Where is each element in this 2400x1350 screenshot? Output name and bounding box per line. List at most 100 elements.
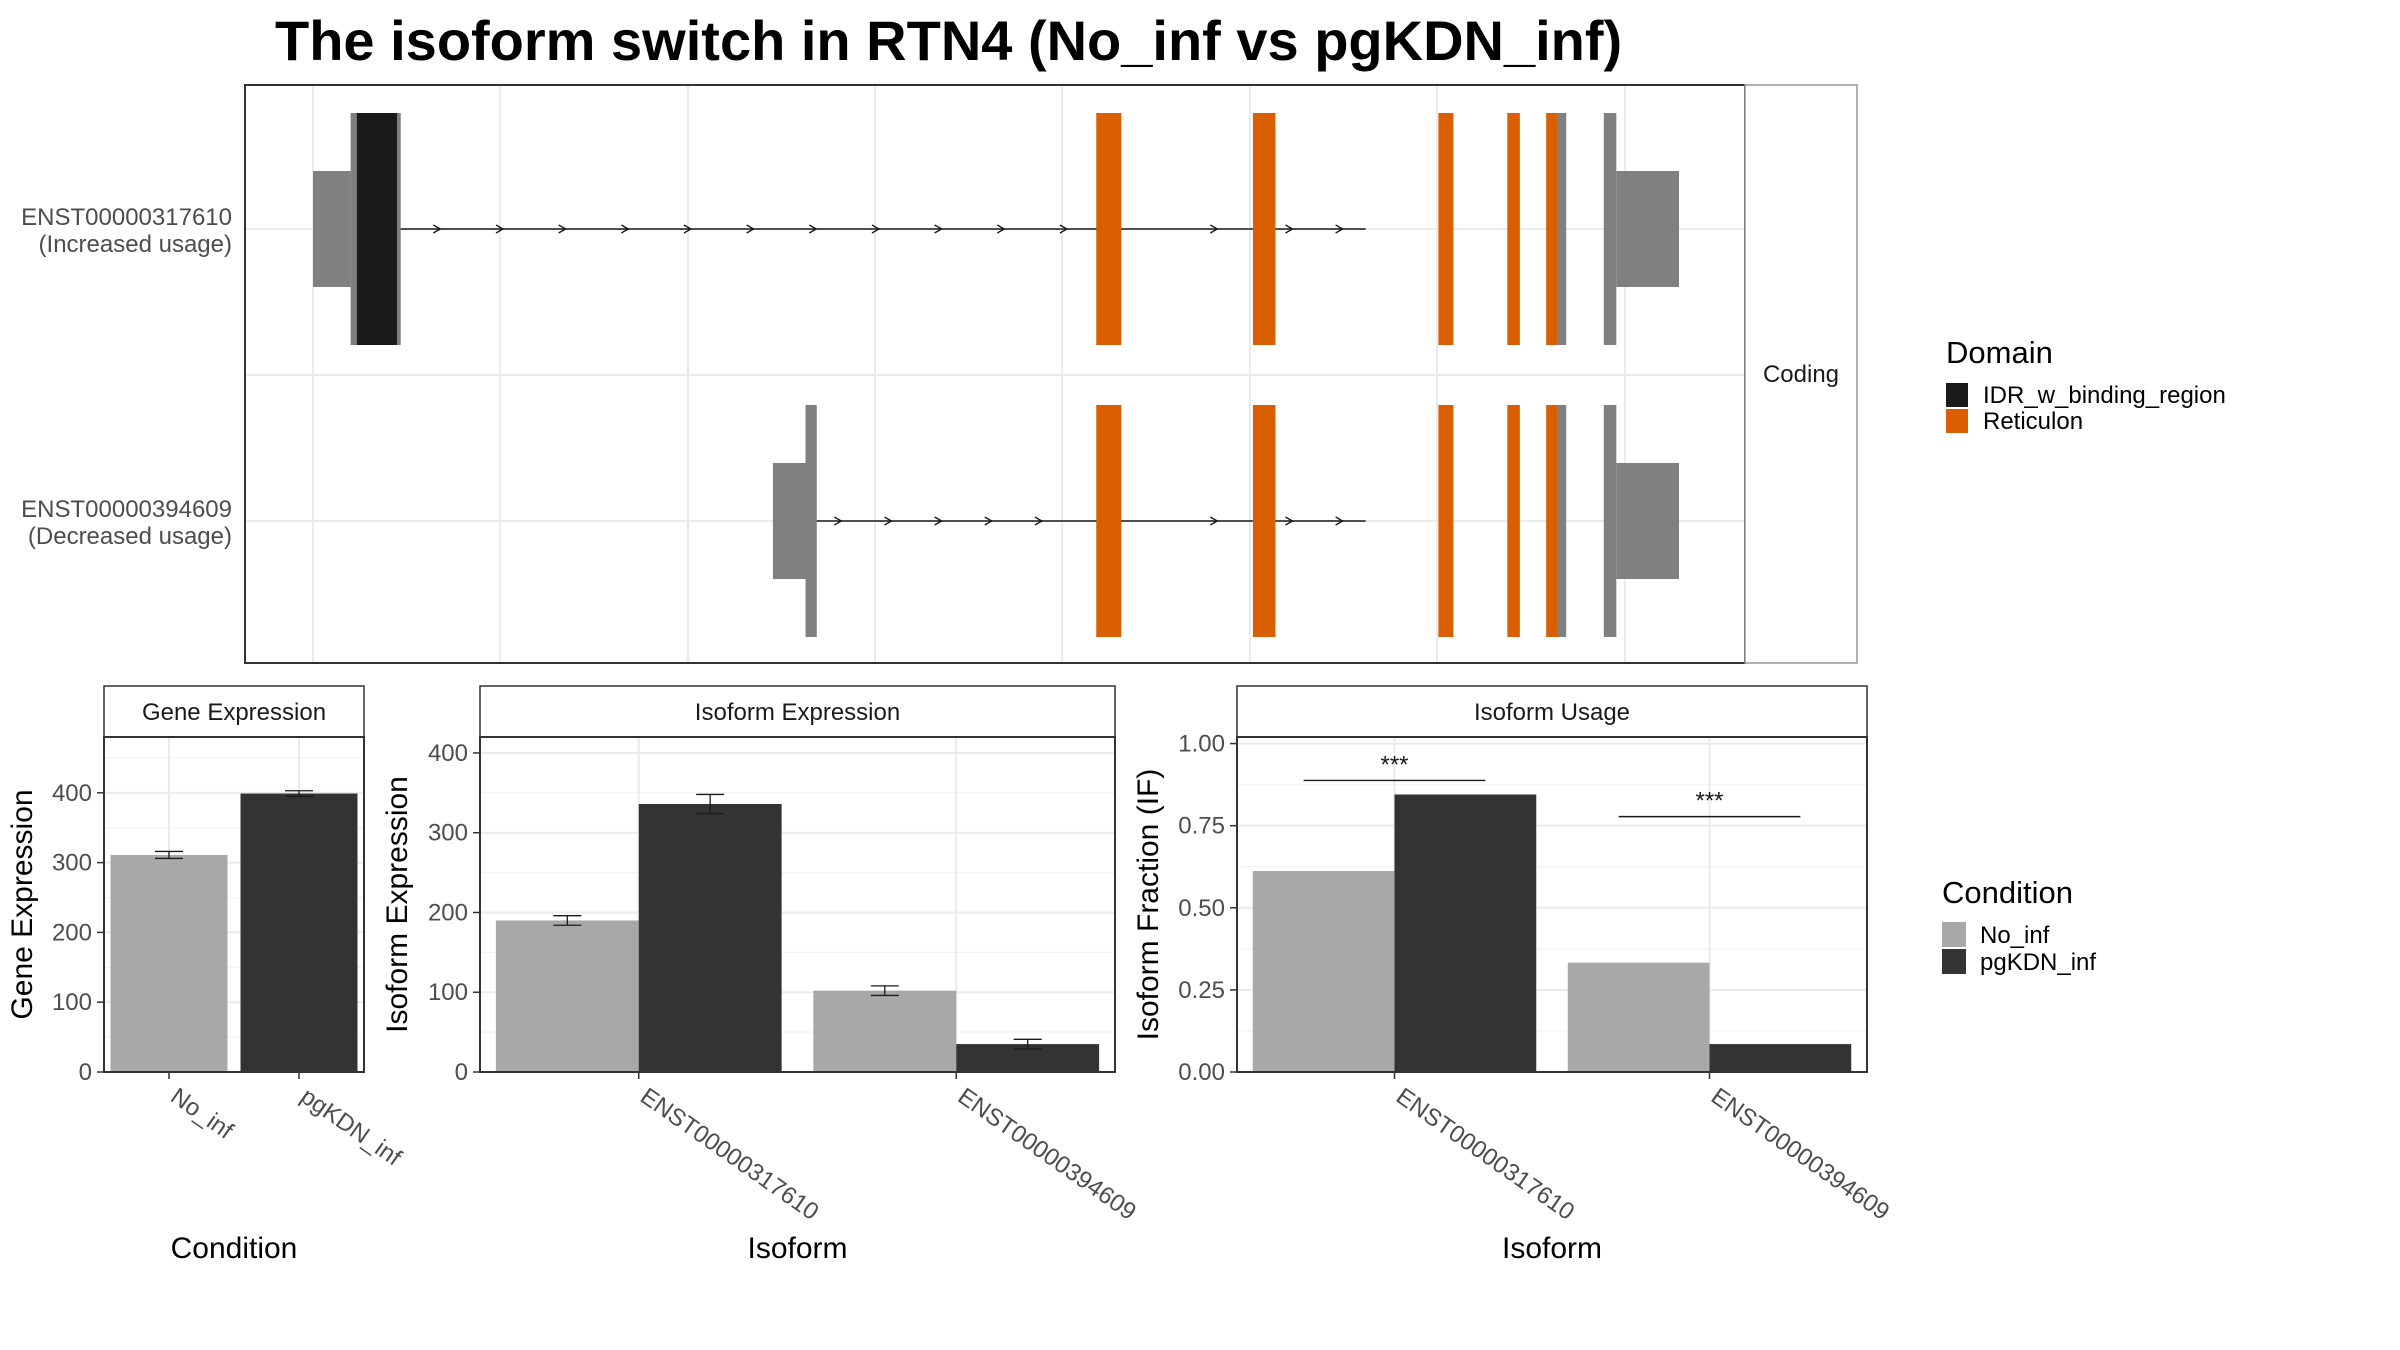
legend-label: IDR_w_binding_region [1983,382,2226,409]
error-bar [285,790,313,797]
utr-exon [313,171,351,287]
transcript-ENST00000317610 [313,113,1679,345]
cds-exon [1603,405,1617,637]
reticulon-domain [1507,113,1520,345]
transcript-sublabel: (Decreased usage) [28,523,232,550]
bar [813,990,957,1072]
bar [110,854,228,1072]
transcript-label: ENST00000394609 [21,496,232,523]
strip-background [103,685,365,738]
legend-label: No_inf [1980,922,2050,949]
x-axis-title: Isoform [1502,1232,1602,1265]
cds-exon [1557,405,1567,637]
reticulon-domain [1546,405,1558,637]
utr-exon [772,463,806,579]
isoform-expression-panel: Isoform Expression 0 100 200 300 400 ENST00000… [381,685,1141,1265]
intron-arrow [620,224,630,234]
x-tick-label: ENST00000317610 [635,1083,823,1226]
transcript-structure-panel: ENST00000317610(Increased usage) ENST0000… [21,84,1858,664]
bar [495,920,639,1072]
transcript-sublabel: (Increased usage) [39,231,232,258]
x-axis-title: Condition [171,1232,298,1265]
panel-border [103,736,365,1073]
strip-background [479,685,1116,738]
intron-arrow [1059,224,1069,234]
legend-swatch [1942,922,1966,947]
y-tick-label: 400 [428,740,468,767]
strip-label: Coding [1763,361,1839,388]
panel-border [479,736,1116,1073]
intron-arrow [934,224,944,234]
y-axis-title: Gene Expression [6,789,39,1019]
intron-arrow [871,224,881,234]
error-bar [870,985,899,997]
y-tick-label: 0.00 [1178,1059,1225,1086]
x-tick-label: ENST00000394609 [953,1083,1141,1226]
utr-exon [1616,171,1679,287]
intron-arrow [746,224,756,234]
x-axis-title: Isoform [747,1232,847,1265]
x-tick-label: ENST00000317610 [1391,1083,1579,1226]
y-tick-label: 0.75 [1178,813,1225,840]
intron-arrow [558,224,568,234]
intron-arrow [884,516,893,526]
legend-label: Reticulon [1983,408,2083,435]
bar [1567,962,1710,1072]
reticulon-domain [1546,113,1558,345]
y-tick-label: 0.50 [1178,895,1225,922]
reticulon-domain [1252,113,1276,345]
intron-arrow [996,224,1006,234]
cds-exon [1603,113,1617,345]
x-tick-label: No_inf [166,1083,239,1145]
x-tick-label: pgKDN_inf [296,1083,407,1172]
intron-arrow [1285,516,1294,526]
bar [1252,871,1395,1072]
strip-background [1236,685,1868,738]
intron-arrow [1034,516,1044,526]
legend-swatch [1942,949,1966,974]
bar [240,793,358,1072]
strip-background [1744,84,1858,664]
strip-label: Isoform Expression [695,699,900,726]
reticulon-domain [1096,405,1122,637]
condition-legend-title: Condition [1942,875,2073,910]
y-tick-label: 400 [52,780,92,807]
intron-arrow [834,516,843,526]
y-tick-label: 200 [52,919,92,946]
strip-label: Gene Expression [142,699,326,726]
legend-label: pgKDN_inf [1980,949,2096,976]
intron-arrow [1209,516,1219,526]
y-tick-label: 100 [428,979,468,1006]
intron-arrow [432,224,442,234]
intron-arrow [808,224,818,234]
transcript-label: ENST00000317610 [21,204,232,231]
domain-legend-title: Domain [1946,335,2053,370]
intron-arrow [984,516,994,526]
reticulon-domain [1438,405,1454,637]
panel-border [1236,736,1868,1073]
transcript-ENST00000394609 [772,405,1679,637]
intron-arrow [1335,516,1345,526]
y-tick-label: 0.25 [1178,977,1225,1004]
significance-label: *** [1695,788,1723,815]
reticulon-domain [1252,405,1276,637]
y-tick-label: 300 [428,820,468,847]
reticulon-domain [1096,113,1122,345]
error-bar [553,915,582,926]
idr-domain [356,113,397,345]
intron-arrow [495,224,505,234]
intron-arrow [683,224,693,234]
bar [1709,1044,1852,1072]
error-bar [696,793,725,815]
reticulon-domain [1438,113,1454,345]
bar [638,804,782,1072]
y-tick-label: 300 [52,850,92,877]
error-bar [155,850,183,860]
intron-arrow [1285,224,1294,234]
y-tick-label: 0 [455,1059,468,1086]
cds-exon [1557,113,1567,345]
y-axis-title: Isoform Fraction (IF) [1132,769,1165,1041]
bar [1394,794,1537,1072]
